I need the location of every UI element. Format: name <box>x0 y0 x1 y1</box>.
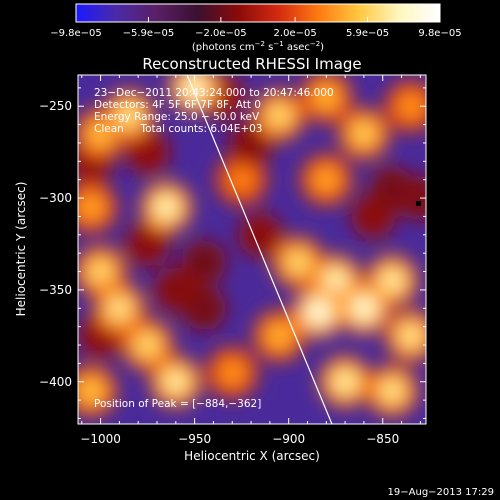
solar-limb-line <box>186 75 333 424</box>
colorbar <box>75 3 441 23</box>
emission-blob <box>86 202 96 212</box>
emission-blob <box>190 249 218 276</box>
info-line-4: Clean Total counts: 6.04E+03 <box>94 123 263 135</box>
reference-marker <box>415 201 421 207</box>
emission-blob <box>321 175 331 185</box>
emission-blob <box>86 386 96 396</box>
emission-blob <box>387 276 397 286</box>
colorbar-tick-label: 9.8e−05 <box>418 28 461 39</box>
emission-blob <box>247 221 274 249</box>
x-tick-label: −850 <box>366 432 399 446</box>
emission-blob <box>227 367 237 378</box>
emission-blob <box>378 175 406 203</box>
emission-blob <box>359 303 369 313</box>
x-axis: −1000 −950 −900 −850 <box>80 75 421 446</box>
emission-blob <box>142 340 153 350</box>
y-axis-label: Heliocentric Y (arcsec) <box>14 182 28 317</box>
emission-blob <box>331 276 341 286</box>
emission-blob <box>274 331 284 341</box>
info-line-1: 23−Dec−2011 20:43:24.000 to 20:47:46.000 <box>94 87 334 99</box>
emission-blob <box>237 129 265 157</box>
emission-blob <box>360 203 387 230</box>
colorbar-tick-label: −9.8e−05 <box>50 28 102 39</box>
plot-frame <box>77 74 427 425</box>
emission-blob <box>406 101 416 111</box>
y-tick-label: −300 <box>39 191 72 205</box>
y-tick-label: −250 <box>39 99 72 113</box>
emission-blob <box>359 129 369 139</box>
emission-blob <box>114 303 125 313</box>
x-axis-label: Heliocentric X (arcsec) <box>184 449 320 463</box>
generation-timestamp: 19−Aug−2013 17:29 <box>388 487 494 498</box>
info-line-3: Energy Range: 25.0 − 50.0 keV <box>94 111 260 123</box>
emission-blob <box>274 110 284 121</box>
chart-title: Reconstructed RHESSI Image <box>142 55 361 73</box>
emission-blob <box>314 307 324 317</box>
emission-blob <box>340 377 350 387</box>
colorbar-unit-label: (photons cm−2 s−1 asec−2) <box>192 40 324 53</box>
emission-blob <box>162 276 190 304</box>
x-tick-label: −900 <box>272 432 305 446</box>
emission-blob <box>95 129 106 139</box>
y-tick-label: −350 <box>39 283 72 297</box>
colorbar-tick-label: −5.9e−05 <box>123 28 175 39</box>
emission-blob <box>95 266 106 277</box>
emission-blob <box>321 92 331 102</box>
emission-blob <box>236 175 247 185</box>
colorbar-tick-label: 5.9e−05 <box>346 28 389 39</box>
emission-blob <box>134 138 161 166</box>
emission-blob <box>124 110 134 121</box>
emission-blob <box>134 230 161 258</box>
emission-blob <box>406 331 416 341</box>
info-line-2: Detectors: 4F 5F 6F 7F 8F, Att 0 <box>94 99 261 111</box>
emission-blob <box>189 83 200 93</box>
colorbar-tick-label: −2.0e−05 <box>195 28 247 39</box>
x-tick-label: −950 <box>178 432 211 446</box>
emission-blob <box>161 202 172 212</box>
x-tick-label: −1000 <box>80 432 121 446</box>
y-axis: −250 −300 −350 −400 <box>39 87 426 419</box>
peak-position-label: Position of Peak = [−884,−362] <box>94 398 261 410</box>
y-tick-label: −400 <box>39 375 72 389</box>
emission-blob <box>171 377 181 387</box>
emission-blob <box>293 257 303 268</box>
colorbar-tick-label: 2.0e−05 <box>274 28 317 39</box>
emission-blob <box>190 295 218 322</box>
emission-blob <box>387 386 397 396</box>
observation-info: 23−Dec−2011 20:43:24.000 to 20:47:46.000… <box>94 87 334 135</box>
emission-map <box>78 75 426 417</box>
colorbar-ticks: −9.8e−05 −5.9e−05 −2.0e−05 2.0e−05 5.9e−05 9.… <box>50 17 462 39</box>
